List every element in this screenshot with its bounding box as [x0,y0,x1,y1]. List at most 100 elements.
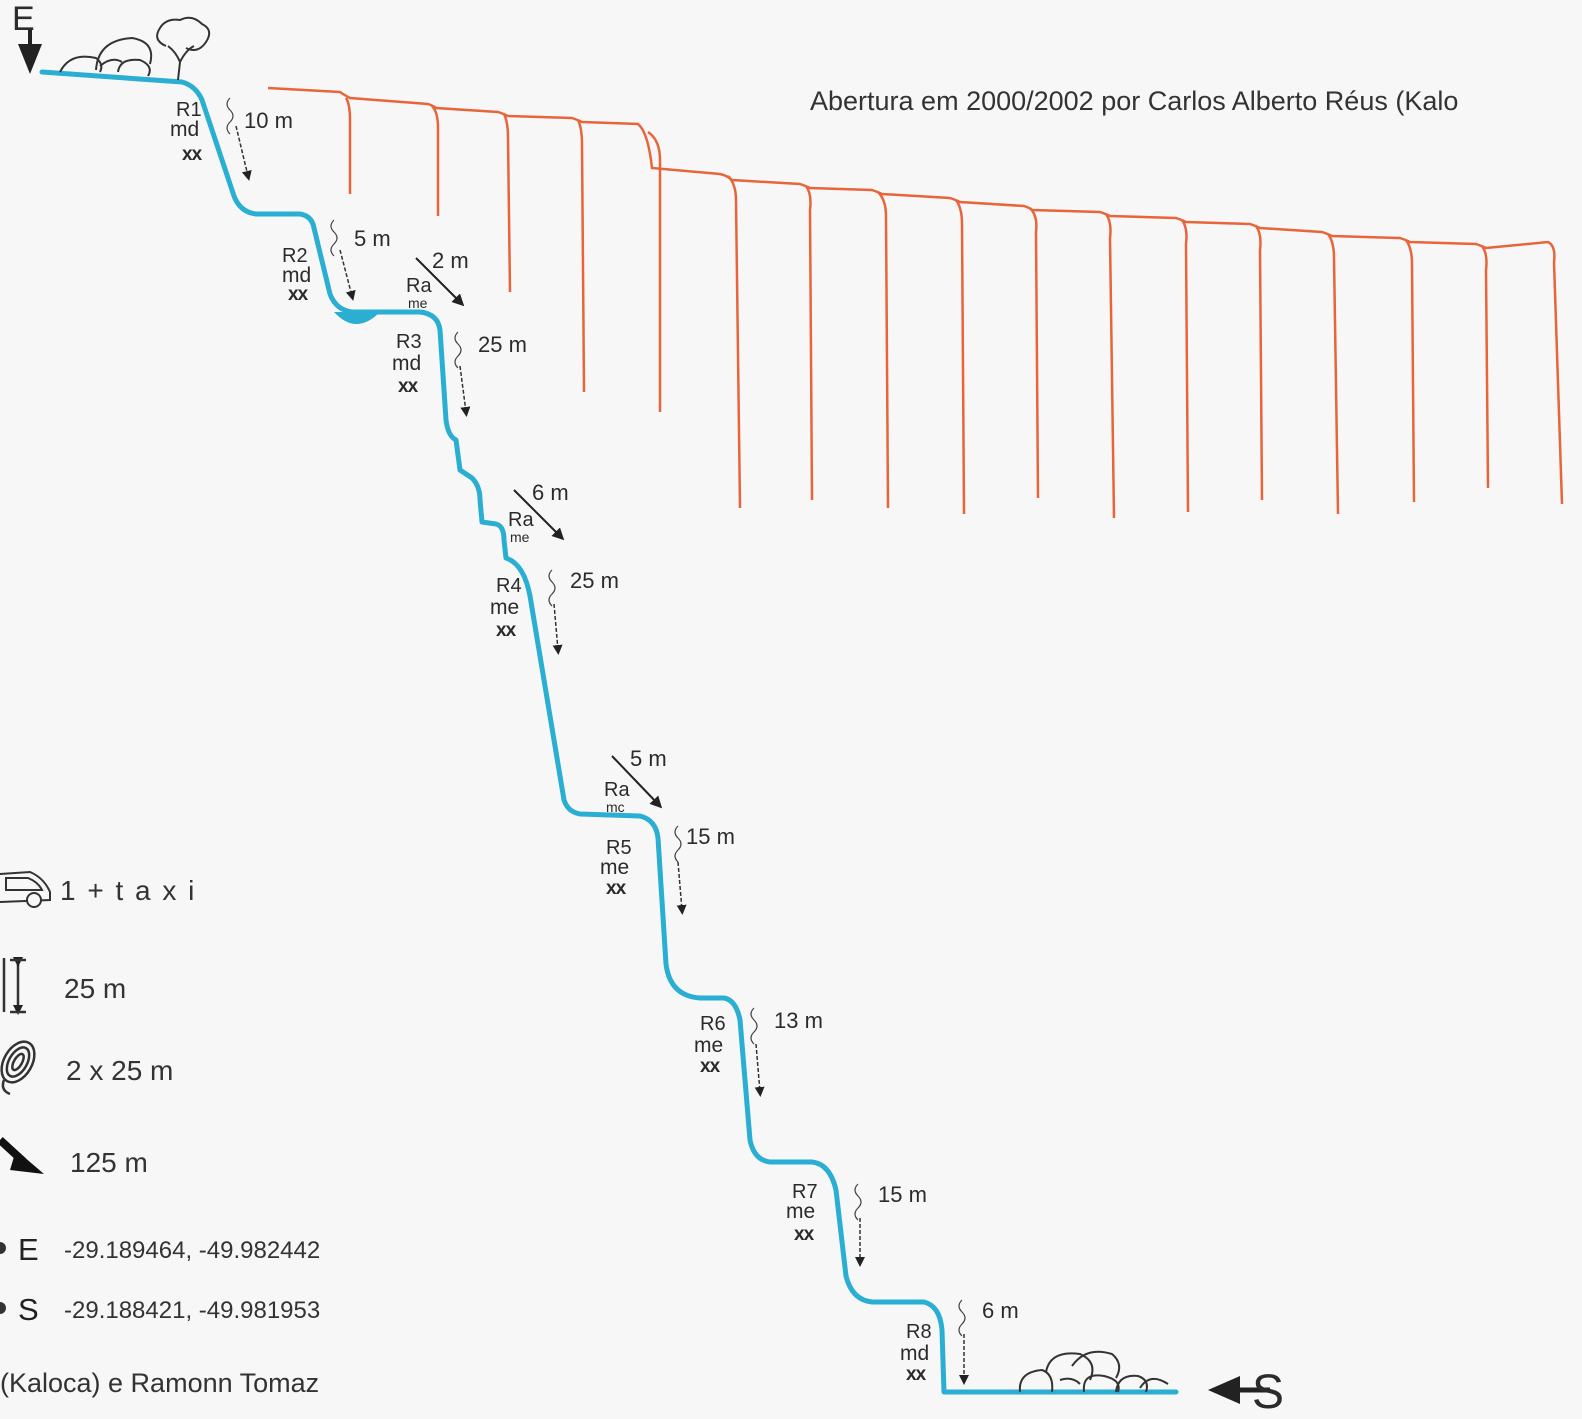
rappel-R4: R4 me xx 25 m [490,568,619,655]
rappel-name: R2 [282,245,308,267]
rappel-length: 25 m [570,568,619,593]
rappel-arrow [676,861,687,915]
waterfall-icon [750,1007,758,1045]
legend-entry-label: E [18,1232,39,1267]
rappel-name: Ra [604,779,630,801]
waterfall-icon [330,219,338,257]
rappel-R1: R1 md xx 10 m [170,97,293,181]
cliff-drop [1552,261,1564,505]
exit-point-icon [0,1302,6,1314]
rappel-length: 25 m [478,332,527,357]
rappel-anchor: me [600,856,629,879]
rappel-arrow [611,755,663,809]
rappel-arrow [754,1043,765,1097]
rappel-name: R1 [176,99,202,121]
rappel-name: R6 [700,1013,726,1035]
entry-arrow-icon [18,30,42,74]
exit-marker: S [1252,1366,1284,1419]
entry-boulders [59,36,153,77]
waterfall-icon [958,1299,966,1337]
rappel-length: 10 m [244,108,293,133]
exit-boulders [1018,1350,1169,1393]
rappel-length: 15 m [878,1182,927,1207]
waterfall-icon [454,331,462,369]
legend-entry-coords: -29.189464, -49.982442 [64,1237,320,1264]
tree-icon [156,16,211,81]
waterfall-icon [854,1183,862,1221]
rappel-name: R4 [496,575,522,597]
rappel-name: R7 [792,1181,818,1203]
rappel-bolts: xx [700,1056,721,1077]
cliff-drop [576,119,586,393]
legend-exit-label: S [18,1292,39,1327]
cliff-drop [502,113,512,293]
rappel-R3: R3 md xx 25 m [392,331,527,417]
rappel-arrow [552,603,563,655]
exit-arrow-icon [1208,1376,1270,1404]
rappel-bolts: xx [606,878,627,899]
rappel-length: 5 m [630,746,667,771]
credit-top: Abertura em 2000/2002 por Carlos Alberto… [810,86,1458,116]
rappel-anchor: me [786,1200,815,1223]
cliff-drop [1326,233,1340,515]
credit-bottom: (Kaloca) e Ramonn Tomaz [0,1368,319,1398]
legend-exit-coords: -29.188421, -49.981953 [64,1297,320,1324]
cliff-drop [647,130,662,412]
rappel-length: 15 m [686,824,735,849]
legend-max-rappel: 25 m [64,973,126,1004]
legend: 1 + t a x i 25 m 2 x 25 m 125 m E -29.18… [0,870,320,1327]
rope-icon [0,1040,36,1096]
rappel-bolts: xx [794,1224,815,1245]
rappel-length: 6 m [982,1298,1019,1323]
cliff-drop [804,185,814,501]
rappel-anchor: mc [606,799,625,815]
cliff-profile [267,86,1564,519]
legend-rope: 2 x 25 m [66,1055,173,1086]
pool [334,312,380,324]
vertical-height-icon [2,957,26,1015]
rappel-bolts: xx [906,1364,927,1385]
rappel-R6: R6 me xx 13 m [694,1007,823,1097]
cliff-drop [727,175,742,509]
rappel-anchor: me [694,1034,723,1057]
rappel-arrow [513,489,565,541]
rappel-arrow [459,365,471,417]
waterfall-icon [674,825,682,863]
rappel-anchor: md [392,352,421,375]
rappel-name: Ra [508,509,534,531]
rappel-name: R3 [396,331,422,353]
legend-total-descent: 125 m [70,1147,148,1178]
rappel-anchor: me [510,529,530,545]
waterfall-icon [548,569,556,607]
cliff-drop [1104,213,1116,519]
entry-marker: E [12,0,35,38]
rappel-length: 2 m [432,248,469,273]
rappel-R8: R8 md xx 6 m [900,1298,1019,1385]
descent-arrow-icon [0,1137,44,1174]
rappel-name: R8 [906,1321,932,1343]
rappel-anchor: md [170,118,199,141]
cliff-drop [1480,245,1490,489]
rappel-bolts: xx [288,284,309,305]
cliff-drop [1254,225,1264,501]
rappel-Ra-5m: 5 m Ra mc [604,746,667,815]
rappel-R7: R7 me xx 15 m [786,1181,927,1267]
rappel-anchor: me [408,295,428,311]
rappel-anchor: md [282,264,311,287]
legend-car: 1 + t a x i [60,875,196,906]
rappel-Ra-2m: 2 m Ra me [406,248,469,311]
rappel-length: 5 m [354,226,391,251]
rappel-R2: R2 md xx 5 m [282,219,391,305]
rappel-bolts: xx [182,144,203,165]
cliff-drop [1404,239,1416,503]
rappel-bolts: xx [398,376,419,397]
rappel-length: 13 m [774,1008,823,1033]
rappel-arrow [235,125,252,181]
rappel-name: R5 [606,837,632,859]
rappel-arrow [339,249,356,301]
cliff-top-edge [267,86,1556,263]
rappel-Ra-6m: 6 m Ra me [508,480,569,545]
rappel-bolts: xx [496,620,517,641]
entry-point-icon [0,1242,6,1254]
